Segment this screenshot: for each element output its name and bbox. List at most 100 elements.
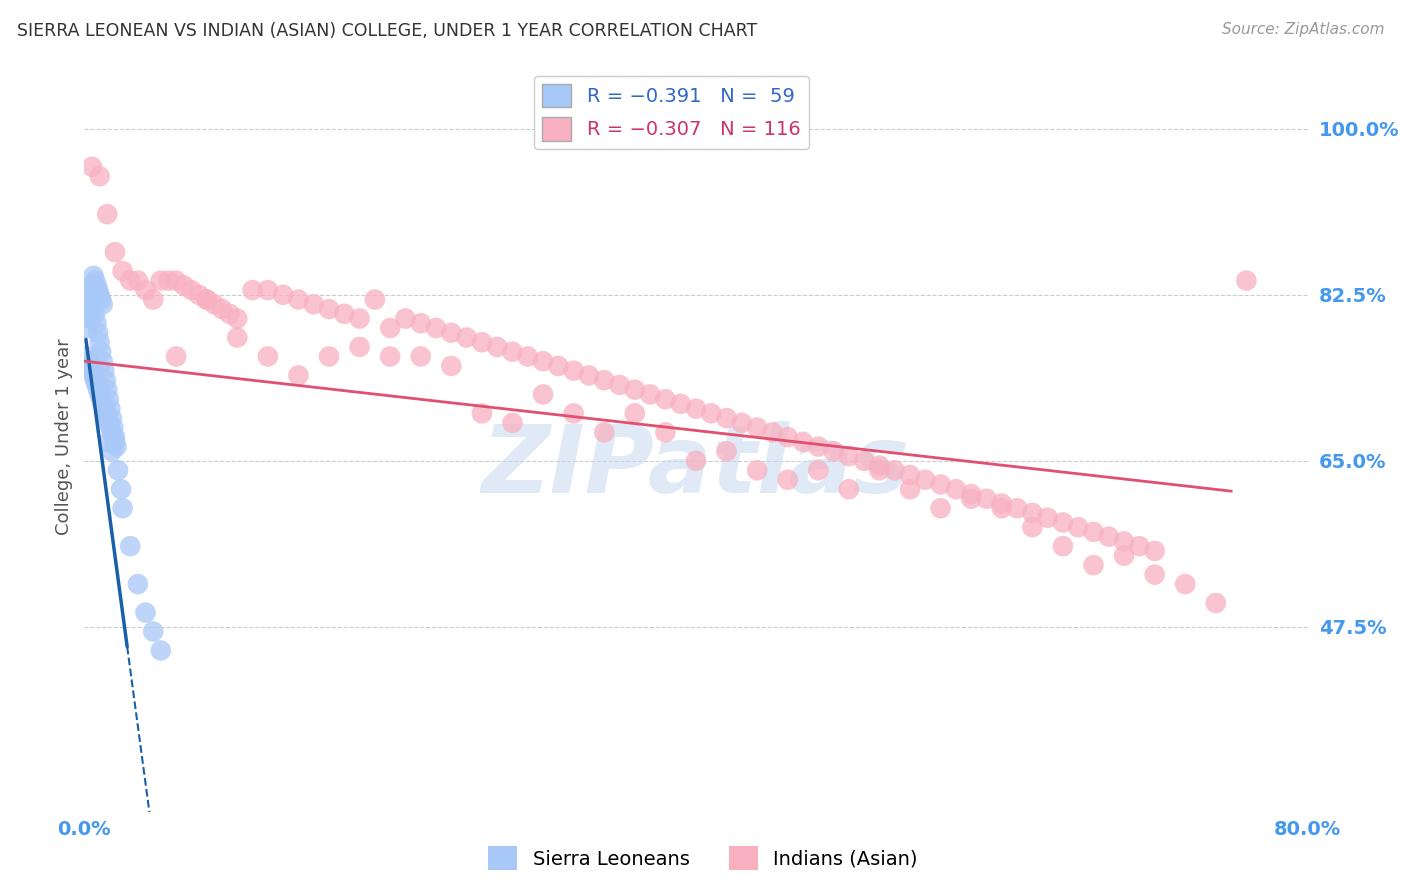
Legend: Sierra Leoneans, Indians (Asian): Sierra Leoneans, Indians (Asian) xyxy=(481,838,925,878)
Point xyxy=(869,458,891,473)
Point xyxy=(76,321,98,335)
Point xyxy=(77,283,100,297)
Point xyxy=(562,364,585,378)
Point xyxy=(94,373,117,387)
Point xyxy=(157,274,180,288)
Point xyxy=(86,278,108,293)
Point xyxy=(142,624,165,639)
Point xyxy=(1083,558,1105,573)
Point xyxy=(593,425,616,440)
Point xyxy=(135,606,157,620)
Point xyxy=(1005,501,1028,516)
Point xyxy=(91,354,114,368)
Point xyxy=(257,283,280,297)
Point xyxy=(669,397,692,411)
Point xyxy=(80,293,103,307)
Point xyxy=(110,482,132,496)
Point xyxy=(914,473,936,487)
Point xyxy=(609,378,631,392)
Point xyxy=(80,160,103,174)
Point xyxy=(1143,544,1166,558)
Point xyxy=(226,330,249,344)
Point xyxy=(333,307,356,321)
Point xyxy=(409,316,432,330)
Point xyxy=(486,340,509,354)
Point xyxy=(502,344,524,359)
Point xyxy=(929,477,952,491)
Point xyxy=(79,359,101,373)
Point xyxy=(898,482,921,496)
Point xyxy=(76,350,98,364)
Point xyxy=(302,297,325,311)
Point xyxy=(165,274,187,288)
Point xyxy=(1036,510,1059,524)
Point xyxy=(93,364,115,378)
Point xyxy=(654,425,676,440)
Point xyxy=(807,440,830,454)
Point xyxy=(271,288,294,302)
Point xyxy=(101,425,124,440)
Point xyxy=(761,425,783,440)
Point xyxy=(409,350,432,364)
Text: Source: ZipAtlas.com: Source: ZipAtlas.com xyxy=(1222,22,1385,37)
Point xyxy=(97,416,120,430)
Point xyxy=(107,463,129,477)
Point xyxy=(883,463,905,477)
Point xyxy=(838,482,860,496)
Text: SIERRA LEONEAN VS INDIAN (ASIAN) COLLEGE, UNDER 1 YEAR CORRELATION CHART: SIERRA LEONEAN VS INDIAN (ASIAN) COLLEGE… xyxy=(17,22,756,40)
Point xyxy=(226,311,249,326)
Point xyxy=(111,501,134,516)
Point xyxy=(502,416,524,430)
Point xyxy=(471,335,494,350)
Point xyxy=(731,416,754,430)
Point xyxy=(1021,506,1043,520)
Point xyxy=(700,406,723,420)
Point xyxy=(638,387,661,401)
Point xyxy=(101,444,124,458)
Point xyxy=(84,274,107,288)
Point xyxy=(287,368,309,383)
Point xyxy=(87,383,110,397)
Point xyxy=(1021,520,1043,534)
Point xyxy=(89,335,111,350)
Point xyxy=(87,326,110,340)
Point xyxy=(120,274,142,288)
Point xyxy=(97,434,120,449)
Point xyxy=(89,288,111,302)
Point xyxy=(945,482,967,496)
Point xyxy=(1205,596,1227,610)
Point xyxy=(93,401,115,416)
Point xyxy=(776,430,799,444)
Point xyxy=(1174,577,1197,591)
Point xyxy=(105,440,128,454)
Point xyxy=(98,420,121,434)
Point xyxy=(91,397,114,411)
Point xyxy=(747,463,769,477)
Point xyxy=(127,274,149,288)
Point xyxy=(104,434,127,449)
Point xyxy=(83,268,105,283)
Point xyxy=(471,406,494,420)
Point xyxy=(80,364,103,378)
Point xyxy=(960,491,983,506)
Point xyxy=(86,378,108,392)
Point xyxy=(104,430,127,444)
Point xyxy=(624,406,647,420)
Point xyxy=(1143,567,1166,582)
Point xyxy=(149,643,172,657)
Point xyxy=(1098,530,1121,544)
Point xyxy=(1052,539,1074,553)
Point xyxy=(562,406,585,420)
Point xyxy=(349,340,371,354)
Point xyxy=(173,278,195,293)
Point xyxy=(83,368,105,383)
Point xyxy=(202,297,225,311)
Point xyxy=(380,321,402,335)
Point xyxy=(976,491,998,506)
Point xyxy=(1236,274,1258,288)
Point xyxy=(96,411,118,425)
Point xyxy=(318,350,340,364)
Point xyxy=(242,283,264,297)
Point xyxy=(991,496,1014,510)
Point xyxy=(898,468,921,483)
